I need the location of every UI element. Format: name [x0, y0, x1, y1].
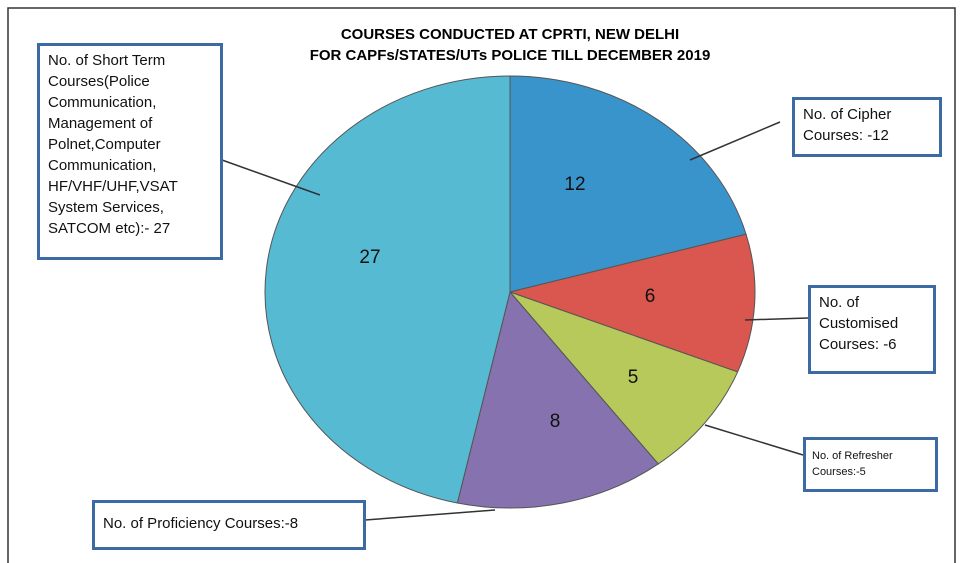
data-label: 12	[564, 174, 585, 195]
leader-line	[704, 424, 804, 456]
callout: No. of Cipher Courses: -12	[792, 97, 942, 157]
frame	[7, 7, 956, 563]
pie-slice	[508, 233, 756, 373]
pie-slice	[264, 75, 511, 504]
leader-line	[744, 317, 809, 321]
data-label: 8	[550, 411, 561, 432]
chart-subtitle: FOR CAPFs/STATES/UTs POLICE TILL DECEMBE…	[310, 47, 711, 64]
leader-line	[364, 509, 496, 521]
leader-lines	[221, 121, 809, 521]
pie-slice	[509, 75, 747, 293]
callout: No. of Refresher Courses:-5	[803, 437, 938, 492]
pie-slice	[456, 290, 660, 509]
leader-line	[689, 121, 781, 161]
data-label: 6	[645, 286, 656, 307]
callout: No. of Short Term Courses(Police Communi…	[37, 43, 223, 260]
leader-line	[221, 159, 321, 196]
data-label: 5	[628, 367, 639, 388]
callout: No. of Customised Courses: -6	[808, 285, 936, 374]
pie-slice	[508, 290, 739, 465]
callout: No. of Proficiency Courses:-8	[92, 500, 366, 550]
chart-title: COURSES CONDUCTED AT CPRTI, NEW DELHI	[341, 26, 679, 43]
data-label: 27	[359, 247, 380, 268]
